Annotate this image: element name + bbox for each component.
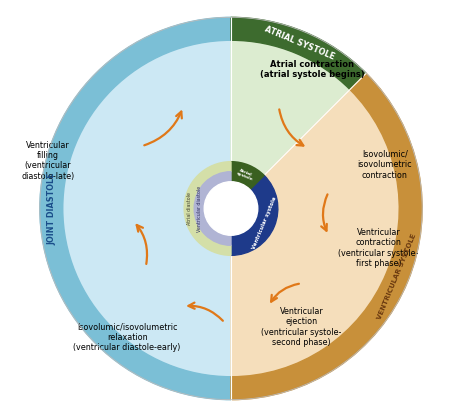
Wedge shape <box>231 40 350 208</box>
Circle shape <box>40 18 422 399</box>
Text: Ventricular systole: Ventricular systole <box>252 196 278 250</box>
Text: Isovolumic/
isovolumetric
contraction: Isovolumic/ isovolumetric contraction <box>358 150 412 180</box>
Wedge shape <box>231 162 264 190</box>
Text: Atrial contraction
(atrial systole begins): Atrial contraction (atrial systole begin… <box>260 60 365 79</box>
Wedge shape <box>40 18 231 399</box>
Wedge shape <box>194 172 231 245</box>
Text: JOINT DIASTOLE: JOINT DIASTOLE <box>48 172 56 245</box>
Text: Isovolumic/isovolumetric
relaxation
(ventricular diastole-early): Isovolumic/isovolumetric relaxation (ven… <box>73 322 181 352</box>
Text: ATRIAL SYSTOLE: ATRIAL SYSTOLE <box>263 25 336 61</box>
Wedge shape <box>63 40 231 377</box>
Wedge shape <box>231 90 399 377</box>
Text: Ventricular diastole: Ventricular diastole <box>197 186 202 231</box>
Text: Ventricular
filling
(ventricular
diastole-late): Ventricular filling (ventricular diastol… <box>22 141 75 181</box>
Text: VENTRICULAR SYSTOLE: VENTRICULAR SYSTOLE <box>376 233 417 321</box>
Wedge shape <box>231 18 366 90</box>
Circle shape <box>204 182 258 235</box>
Wedge shape <box>231 176 278 255</box>
Wedge shape <box>184 162 231 255</box>
Text: Atrial
systole: Atrial systole <box>235 167 255 182</box>
Text: Ventricular
contraction
(ventricular systole-
first phase): Ventricular contraction (ventricular sys… <box>338 228 419 268</box>
Text: Ventricular
ejection
(ventricular systole-
second phase): Ventricular ejection (ventricular systol… <box>261 307 342 347</box>
Wedge shape <box>231 73 422 399</box>
Text: Atrial diastole: Atrial diastole <box>187 192 192 225</box>
